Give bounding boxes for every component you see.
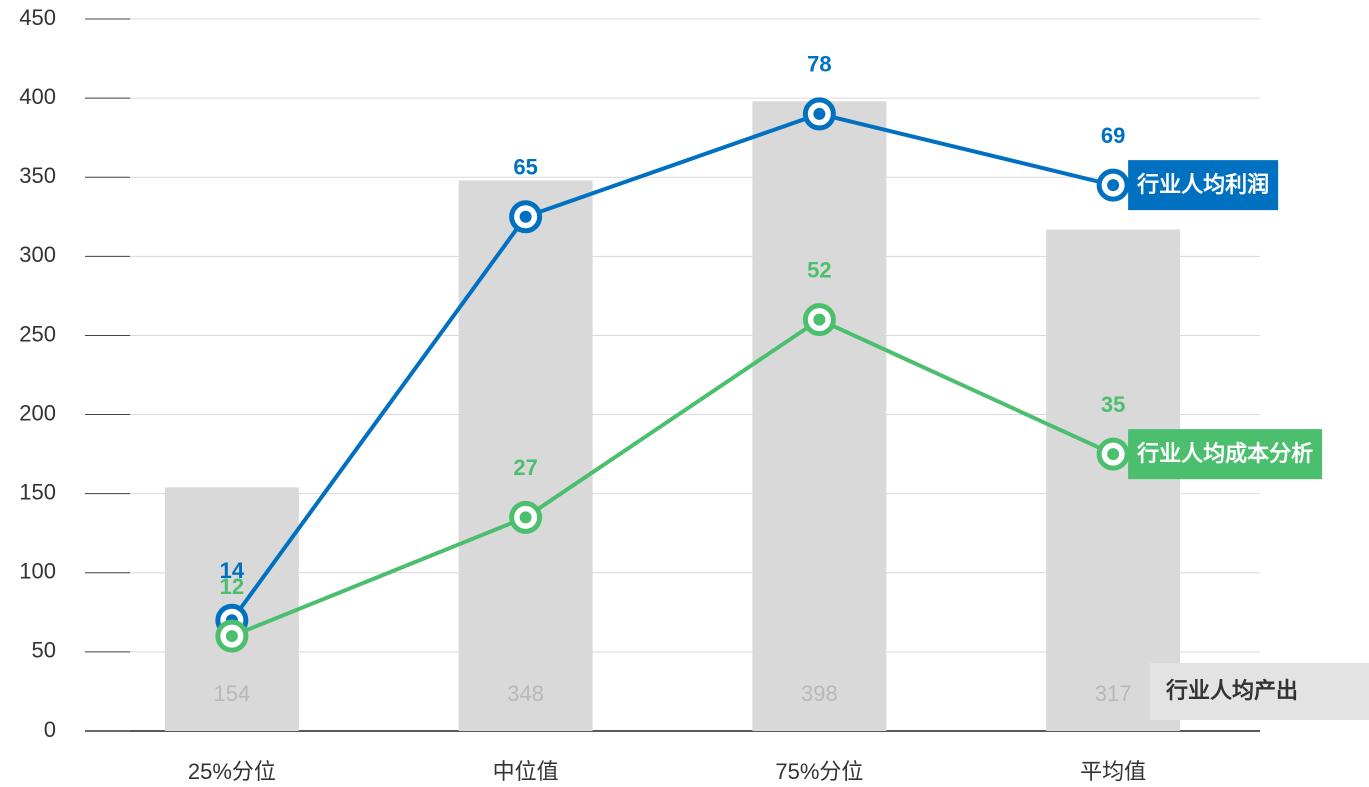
series-label-box	[1128, 160, 1279, 211]
y-tick-label: 200	[19, 400, 56, 425]
marker-dot	[1107, 179, 1120, 192]
bar-value-label: 348	[507, 681, 544, 706]
data-label: 65	[513, 155, 537, 180]
x-tick-label: 平均值	[1080, 759, 1146, 784]
legend-box	[1150, 663, 1369, 720]
y-tick-label: 50	[32, 638, 56, 663]
bar-value-label: 398	[801, 681, 838, 706]
series-label: 行业人均成本分析	[1136, 441, 1313, 466]
marker-dot	[225, 630, 238, 643]
y-tick-label: 400	[19, 84, 56, 109]
data-label: 35	[1101, 392, 1125, 417]
x-tick-label: 中位值	[493, 759, 559, 784]
data-label: 78	[807, 52, 831, 77]
series-label-box	[1128, 429, 1323, 480]
data-label: 14	[220, 558, 245, 583]
y-tick-label: 250	[19, 321, 56, 346]
y-tick-label: 450	[19, 5, 56, 30]
bar	[752, 101, 887, 731]
bar-value-label: 317	[1095, 681, 1132, 706]
marker-dot	[519, 210, 532, 223]
bar	[458, 180, 593, 732]
line	[230, 111, 1114, 622]
data-label: 69	[1101, 123, 1125, 148]
marker-dot	[519, 511, 532, 524]
marker-dot	[1107, 448, 1120, 461]
x-tick-label: 75%分位	[775, 759, 863, 784]
y-tick-label: 0	[44, 717, 56, 742]
y-tick-label: 350	[19, 163, 56, 188]
legend-label: 行业人均产出	[1165, 678, 1298, 703]
marker-dot	[813, 107, 826, 120]
y-tick-label: 100	[19, 559, 56, 584]
x-tick-label: 25%分位	[188, 759, 276, 784]
bar-value-label: 154	[214, 681, 251, 706]
bar	[1046, 229, 1181, 732]
data-label: 27	[513, 455, 537, 480]
y-tick-label: 150	[19, 479, 56, 504]
data-label: 12	[220, 574, 244, 599]
series-label: 行业人均利润	[1136, 172, 1269, 197]
marker-dot	[813, 313, 826, 326]
line	[231, 317, 1114, 638]
y-tick-label: 300	[19, 242, 56, 267]
data-label: 52	[807, 257, 831, 282]
